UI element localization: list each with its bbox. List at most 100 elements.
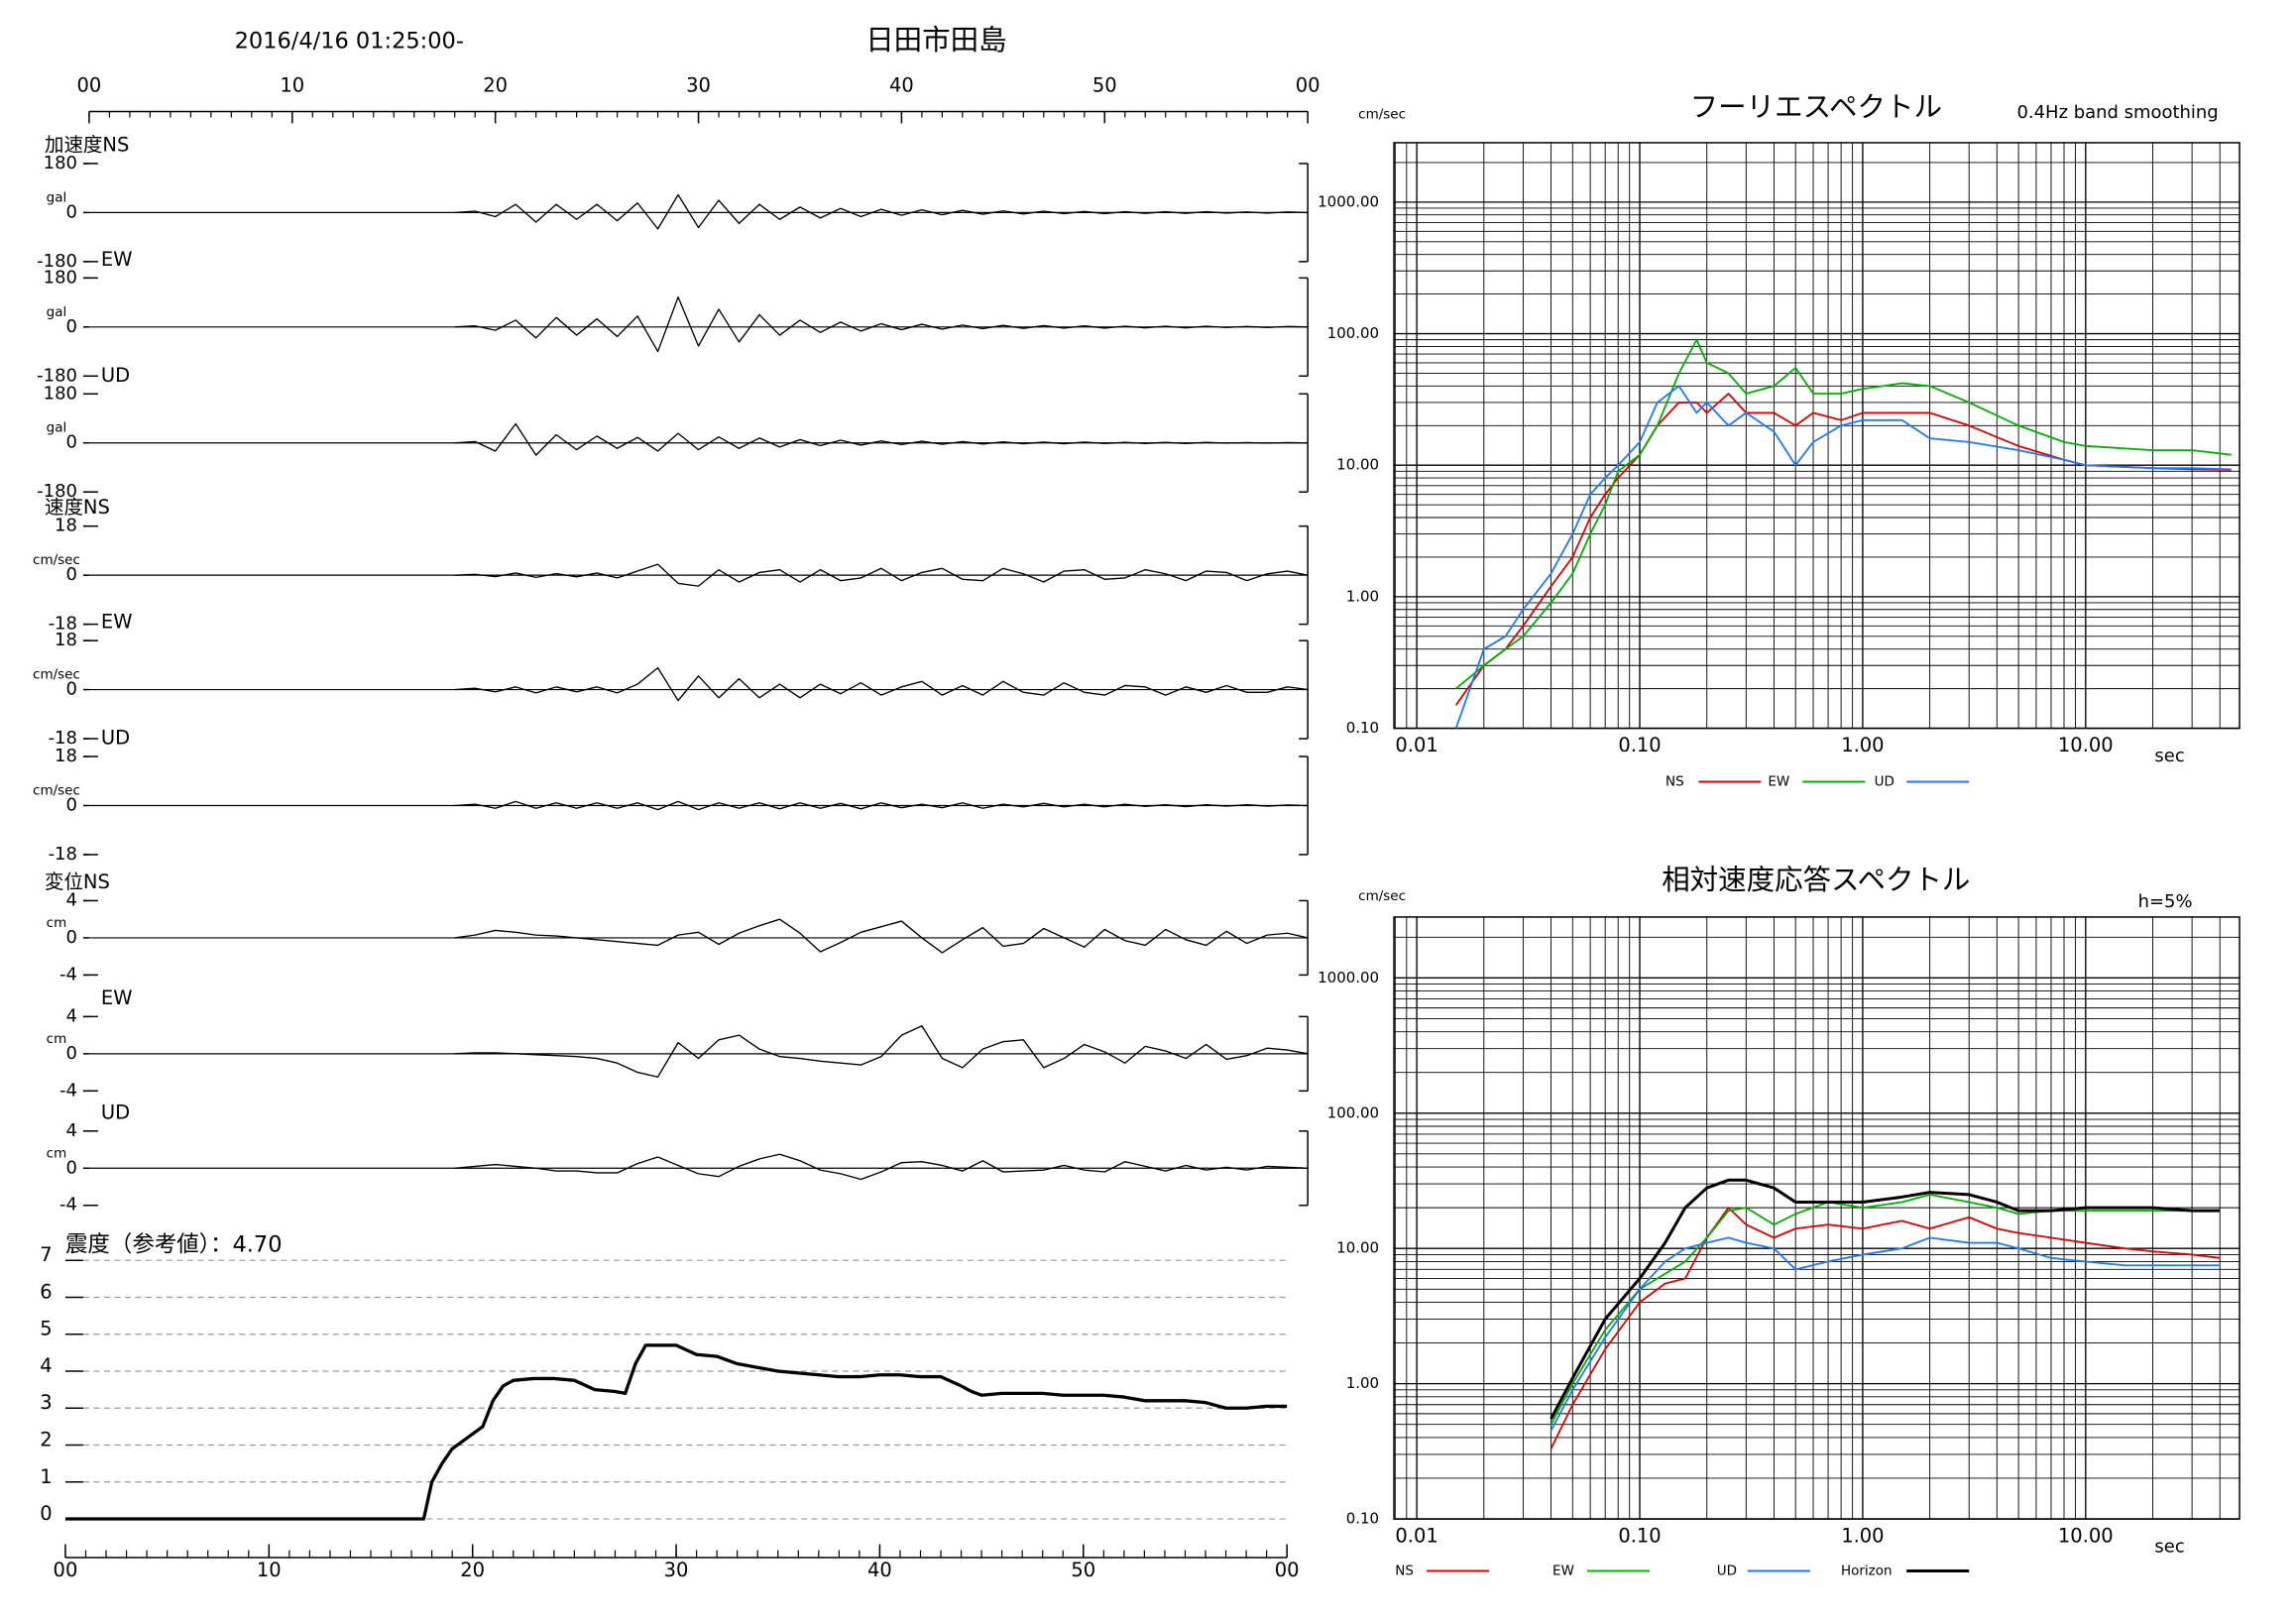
- intensity-line: [64, 1343, 1288, 1521]
- y-tick-label: 0: [66, 564, 77, 585]
- spectrum-line: [1454, 385, 2232, 729]
- panel-unit: cm/sec: [33, 552, 80, 568]
- y-tick-label: 100.00: [1327, 1103, 1379, 1121]
- response-y-label: cm/sec: [1358, 888, 1406, 904]
- waveform: [454, 800, 1309, 811]
- y-tick-label: 2: [40, 1429, 52, 1451]
- response-title: 相対速度応答スペクトル: [1662, 864, 1970, 896]
- spectrum-line: [1455, 338, 2232, 690]
- y-tick-label: 0: [66, 432, 77, 453]
- panel-unit: cm/sec: [33, 783, 80, 799]
- waveform: [454, 666, 1309, 702]
- x-tick-label: 30: [686, 73, 711, 96]
- spectrum-line: [1550, 1207, 2221, 1449]
- legend-label: Horizon: [1841, 1564, 1893, 1579]
- x-tick-label: 10.00: [2058, 1525, 2114, 1548]
- panel-label: EW: [101, 986, 133, 1009]
- y-tick-label: 4: [66, 1120, 77, 1141]
- intensity-title: 震度（参考値）：4.70: [65, 1232, 283, 1258]
- legend-label: EW: [1552, 1564, 1574, 1579]
- y-tick-label: 1.00: [1346, 587, 1379, 605]
- panel-label: 変位NS: [45, 870, 110, 893]
- y-tick-label: 7: [40, 1243, 52, 1266]
- y-tick-label: 0: [66, 679, 77, 700]
- panel-unit: gal: [47, 189, 67, 205]
- fourier-subtitle: 0.4Hz band smoothing: [2016, 102, 2218, 123]
- x-tick-label: 10: [280, 73, 304, 96]
- y-tick-label: 180: [44, 153, 77, 174]
- y-tick-label: 180: [44, 267, 77, 288]
- legend-label: NS: [1665, 774, 1684, 790]
- panel-unit: cm: [47, 915, 67, 931]
- y-tick-label: 0: [66, 316, 77, 337]
- waveform: [454, 563, 1309, 587]
- x-tick-label: 00: [77, 73, 102, 96]
- y-tick-label: 0: [66, 201, 77, 222]
- y-tick-label: -4: [59, 1080, 77, 1101]
- legend-label: UD: [1717, 1564, 1737, 1579]
- y-tick-label: 1000.00: [1318, 969, 1379, 986]
- x-tick-label: 50: [1092, 73, 1117, 96]
- panel-unit: gal: [47, 420, 67, 436]
- y-tick-label: -180: [37, 251, 77, 272]
- y-tick-label: -18: [49, 728, 77, 749]
- y-tick-label: 10.00: [1336, 456, 1379, 474]
- waveform: [454, 422, 1309, 456]
- x-tick-label: 0.10: [1618, 1525, 1661, 1548]
- y-tick-label: -4: [59, 1195, 77, 1216]
- response-annotation: h=5%: [2138, 891, 2193, 912]
- fourier-y-label: cm/sec: [1358, 106, 1406, 122]
- x-tick-label: 1.00: [1841, 1525, 1884, 1548]
- x-tick-label: 20: [460, 1559, 485, 1581]
- y-tick-label: -180: [37, 365, 77, 386]
- y-tick-label: 0.10: [1346, 719, 1379, 737]
- panel-unit: cm: [47, 1145, 67, 1161]
- x-tick-label: 1.00: [1841, 734, 1884, 756]
- record-time: 2016/4/16 01:25:00-: [235, 29, 464, 55]
- legend-label: NS: [1395, 1564, 1414, 1579]
- y-tick-label: 100.00: [1327, 324, 1379, 342]
- y-tick-label: 18: [55, 746, 77, 766]
- y-tick-label: -18: [49, 844, 77, 865]
- panel-unit: cm: [47, 1031, 67, 1047]
- fourier-title: フーリエスペクトル: [1690, 90, 1942, 123]
- x-tick-label: 0.10: [1618, 734, 1661, 756]
- panel-unit: cm/sec: [33, 667, 80, 683]
- y-tick-label: 1: [40, 1465, 52, 1488]
- x-tick-label: 40: [889, 73, 914, 96]
- y-tick-label: 18: [55, 516, 77, 536]
- y-tick-label: 6: [40, 1280, 52, 1303]
- y-tick-label: -180: [37, 481, 77, 502]
- y-tick-label: 4: [40, 1354, 52, 1377]
- y-tick-label: 0: [66, 927, 77, 948]
- y-tick-label: 180: [44, 383, 77, 404]
- y-tick-label: 4: [66, 1005, 77, 1026]
- panel-label: EW: [101, 611, 133, 634]
- waveform: [454, 918, 1309, 954]
- x-tick-label: 0.01: [1395, 1525, 1437, 1548]
- panel-unit: gal: [47, 304, 67, 320]
- x-tick-label: 40: [867, 1559, 892, 1581]
- y-tick-label: 0: [66, 795, 77, 816]
- x-tick-label: 50: [1071, 1559, 1095, 1581]
- x-tick-label: 10: [257, 1559, 282, 1581]
- panel-label: 加速度NS: [45, 133, 129, 156]
- y-tick-label: 1.00: [1346, 1374, 1379, 1392]
- panel-label: UD: [101, 364, 130, 387]
- y-tick-label: 0.10: [1346, 1510, 1379, 1528]
- y-tick-label: 0: [40, 1502, 52, 1525]
- station-title: 日田市田島: [865, 24, 1006, 57]
- waveform: [454, 193, 1309, 230]
- y-tick-label: 4: [66, 889, 77, 910]
- y-tick-label: -18: [49, 614, 77, 635]
- x-tick-label: 0.01: [1395, 734, 1437, 756]
- y-tick-label: 0: [66, 1157, 77, 1178]
- x-tick-label: 00: [1296, 73, 1320, 96]
- spectrum-line: [1550, 1236, 2221, 1432]
- panel-label: 速度NS: [45, 496, 110, 519]
- spectrum-line: [1550, 1194, 2221, 1426]
- x-tick-label: 00: [1275, 1559, 1300, 1581]
- x-tick-label: 20: [483, 73, 508, 96]
